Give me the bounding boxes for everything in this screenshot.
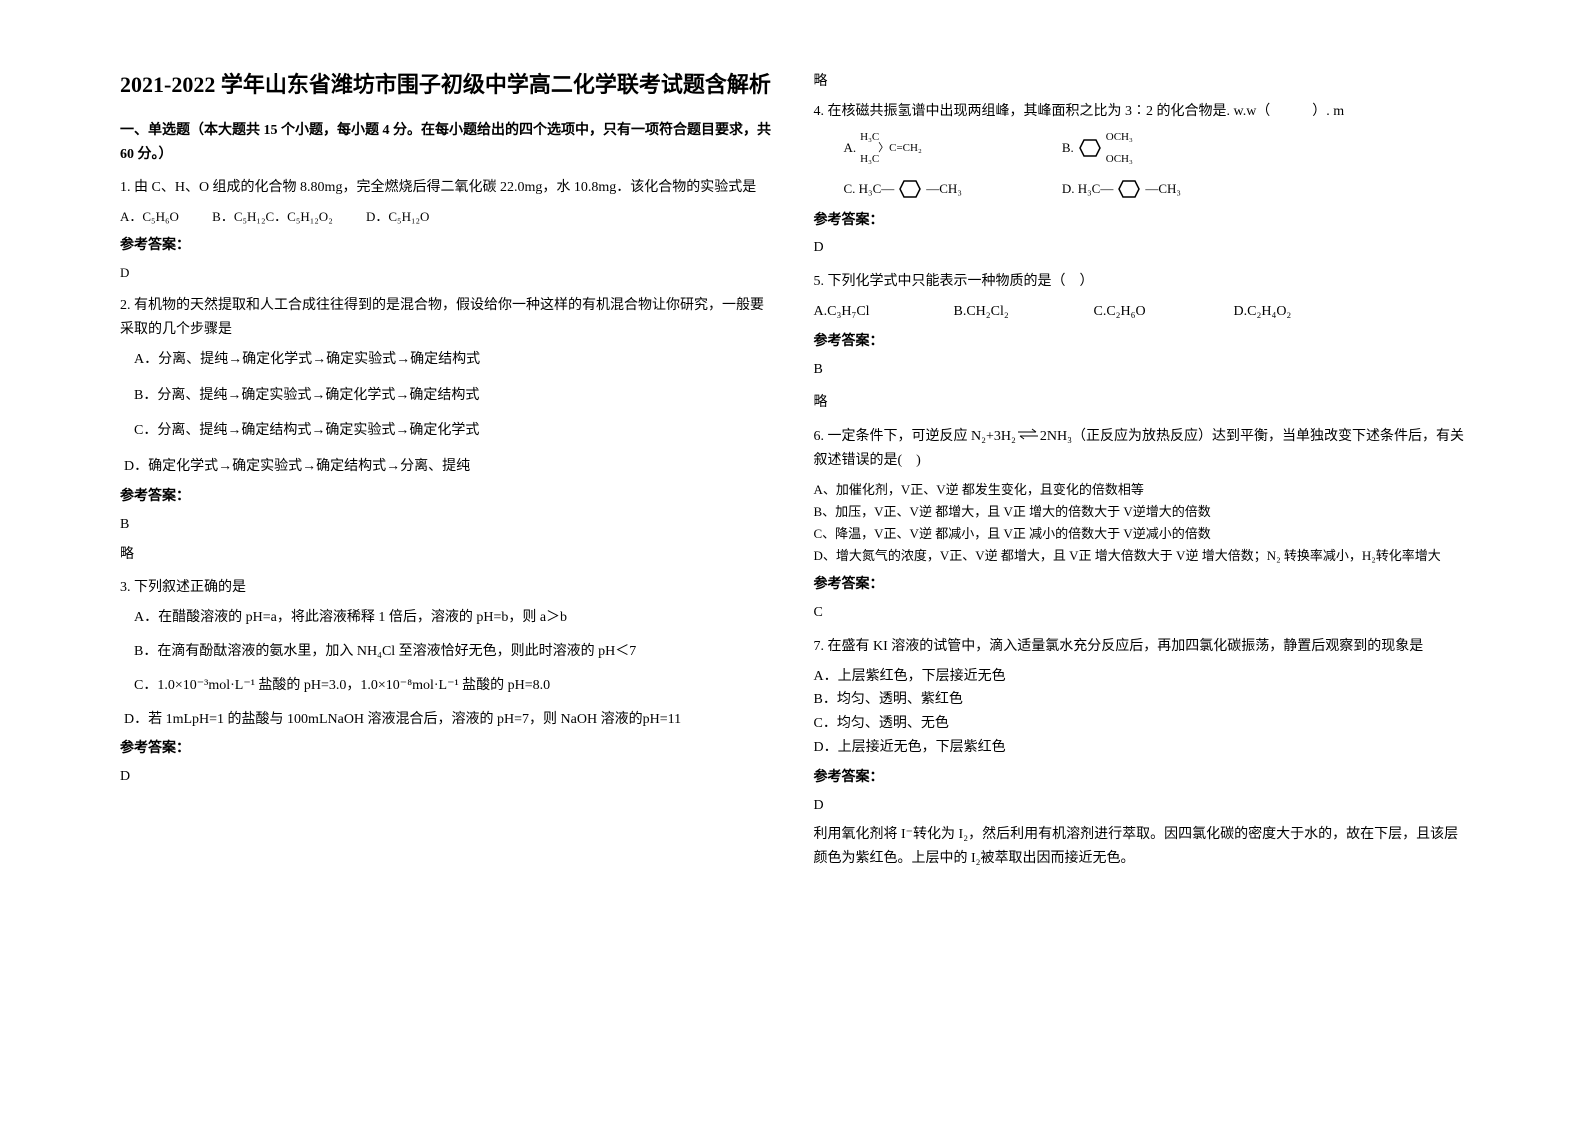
section-header: 一、单选题（本大题共 15 个小题，每小题 4 分。在每小题给出的四个选项中，只… [120,119,774,167]
q3-text: 3. 下列叙述正确的是 [120,576,774,600]
q4-labelA: A. [844,137,857,159]
q4-chemB: OCH₃ OCH₃ [1106,132,1133,165]
q4-labelD-suffix: —CH₃ [1145,178,1181,200]
q7-optD: D．上层接近无色，下层紫红色 [814,736,1468,760]
q4-text: 4. 在核磁共振氢谱中出现两组峰，其峰面积之比为 3∶2 的化合物是. w.w（… [814,100,1468,124]
q6-answer: C [814,601,1468,625]
q1-answer-label: 参考答案： [120,234,774,258]
q3-optB: B．在滴有酚酞溶液的氨水里，加入 NH₄Cl 至溶液恰好无色，则此时溶液的 pH… [120,640,774,664]
q3-optD: D．若 1mLpH=1 的盐酸与 100mLNaOH 溶液混合后，溶液的 pH=… [120,708,774,732]
q6-text: 6. 一定条件下，可逆反应 N₂+3H₂2NH₃（正反应为放热反应）达到平衡，当… [814,425,1468,473]
hexagon-icon [1117,177,1141,201]
q5-optB: B.CH₂Cl₂ [954,300,1074,324]
q2-optA: A．分离、提纯→确定化学式→确定实验式→确定结构式 [120,348,774,372]
q4-labelB: B. [1062,137,1074,159]
q1-optD: D．C₅H₁₂O [366,206,429,228]
document-title: 2021-2022 学年山东省潍坊市围子初级中学高二化学联考试题含解析 [120,70,774,101]
q7-optB: B．均匀、透明、紫红色 [814,688,1468,712]
q6-answer-label: 参考答案： [814,573,1468,597]
q6-optD: D、增大氮气的浓度，V正、V逆 都增大，且 V正 增大倍数大于 V逆 增大倍数；… [814,545,1468,567]
q2-note: 略 [120,543,774,567]
question-2: 2. 有机物的天然提取和人工合成往往得到的是混合物，假设给你一种这样的有机混合物… [120,294,774,566]
q5-answer: B [814,358,1468,382]
q2-text: 2. 有机物的天然提取和人工合成往往得到的是混合物，假设给你一种这样的有机混合物… [120,294,774,342]
q1-text: 1. 由 C、H、O 组成的化合物 8.80mg，完全燃烧后得二氧化碳 22.0… [120,176,774,200]
q2-answer: B [120,513,774,537]
q7-optA: A．上层紫红色，下层接近无色 [814,665,1468,689]
q4-labelC: C. H₃C— [844,178,895,200]
hexagon-icon [898,177,922,201]
q7-answer: D [814,794,1468,818]
question-7: 7. 在盛有 KI 溶液的试管中，滴入适量氯水充分反应后，再加四氯化碳振荡，静置… [814,635,1468,871]
left-column: 2021-2022 学年山东省潍坊市围子初级中学高二化学联考试题含解析 一、单选… [100,70,794,1092]
q7-text: 7. 在盛有 KI 溶液的试管中，滴入适量氯水充分反应后，再加四氯化碳振荡，静置… [814,635,1468,659]
q4-col-left: A. H₃C 〉C=CH₂ H₃C C. H₃C— —CH₃ [844,132,962,201]
q4-structD: D. H₃C— —CH₃ [1062,177,1181,201]
q6-optB: B、加压，V正、V逆 都增大，且 V正 增大的倍数大于 V逆增大的倍数 [814,501,1468,523]
q7-optC: C．均匀、透明、无色 [814,712,1468,736]
q5-optA: A.C₃H₇Cl [814,300,934,324]
question-3: 3. 下列叙述正确的是 A．在醋酸溶液的 pH=a，将此溶液稀释 1 倍后，溶液… [120,576,774,789]
q2-optB: B．分离、提纯→确定实验式→确定化学式→确定结构式 [120,384,774,408]
hexagon-icon [1078,136,1102,160]
question-6: 6. 一定条件下，可逆反应 N₂+3H₂2NH₃（正反应为放热反应）达到平衡，当… [814,425,1468,625]
q4-labelC-suffix: —CH₃ [926,178,962,200]
q5-optD: D.C₂H₄O₂ [1234,300,1354,324]
q5-answer-label: 参考答案： [814,330,1468,354]
q3-optA: A．在醋酸溶液的 pH=a，将此溶液稀释 1 倍后，溶液的 pH=b，则 a＞b [120,606,774,630]
q4-structures: A. H₃C 〉C=CH₂ H₃C C. H₃C— —CH₃ [844,132,1468,201]
q1-answer: D [120,262,774,284]
question-5: 5. 下列化学式中只能表示一种物质的是（ ） A.C₃H₇Cl B.CH₂Cl₂… [814,270,1468,415]
q1-optA: A．C₅H₆O [120,206,179,228]
q5-optC: C.C₂H₆O [1094,300,1214,324]
q6-optC: C、降温，V正、V逆 都减小，且 V正 减小的倍数大于 V逆减小的倍数 [814,523,1468,545]
q5-note: 略 [814,391,1468,415]
q2-optC: C．分离、提纯→确定结构式→确定实验式→确定化学式 [120,419,774,443]
q4-chemA: H₃C 〉C=CH₂ H₃C [860,132,922,165]
q2-answer-label: 参考答案： [120,485,774,509]
q7-explanation: 利用氧化剂将 I⁻转化为 I₂，然后利用有机溶剂进行萃取。因四氯化碳的密度大于水… [814,823,1468,871]
q7-answer-label: 参考答案： [814,766,1468,790]
q4-structA: A. H₃C 〉C=CH₂ H₃C [844,132,962,165]
question-1: 1. 由 C、H、O 组成的化合物 8.80mg，完全燃烧后得二氧化碳 22.0… [120,176,774,284]
right-column: 略 4. 在核磁共振氢谱中出现两组峰，其峰面积之比为 3∶2 的化合物是. w.… [794,70,1488,1092]
q4-answer-label: 参考答案： [814,209,1468,233]
q6-text-a: 6. 一定条件下，可逆反应 N₂+3H₂ [814,429,1016,444]
q4-answer: D [814,236,1468,260]
q1-options: A．C₅H₆O B．C₅H₁₂C．C₅H₁₂O₂ D．C₅H₁₂O [120,206,774,228]
q3-answer: D [120,765,774,789]
q4-col-right: B. OCH₃ OCH₃ D. H₃C— —CH₃ [1062,132,1181,201]
equilibrium-icon [1016,425,1040,449]
q6-optA: A、加催化剂，V正、V逆 都发生变化，且变化的倍数相等 [814,479,1468,501]
q5-text: 5. 下列化学式中只能表示一种物质的是（ ） [814,270,1468,294]
q5-options: A.C₃H₇Cl B.CH₂Cl₂ C.C₂H₆O D.C₂H₄O₂ [814,300,1468,324]
q4-structB: B. OCH₃ OCH₃ [1062,132,1181,165]
q4-structC: C. H₃C— —CH₃ [844,177,962,201]
q4-labelD: D. H₃C— [1062,178,1113,200]
q3-optC: C．1.0×10⁻³mol·L⁻¹ 盐酸的 pH=3.0，1.0×10⁻⁸mol… [120,674,774,698]
q3-answer-label: 参考答案： [120,737,774,761]
q2-optD: D．确定化学式→确定实验式→确定结构式→分离、提纯 [120,455,774,479]
question-4: 4. 在核磁共振氢谱中出现两组峰，其峰面积之比为 3∶2 的化合物是. w.w（… [814,100,1468,260]
q3-note: 略 [814,70,1468,94]
q1-optB: B．C₅H₁₂C．C₅H₁₂O₂ [212,206,333,228]
